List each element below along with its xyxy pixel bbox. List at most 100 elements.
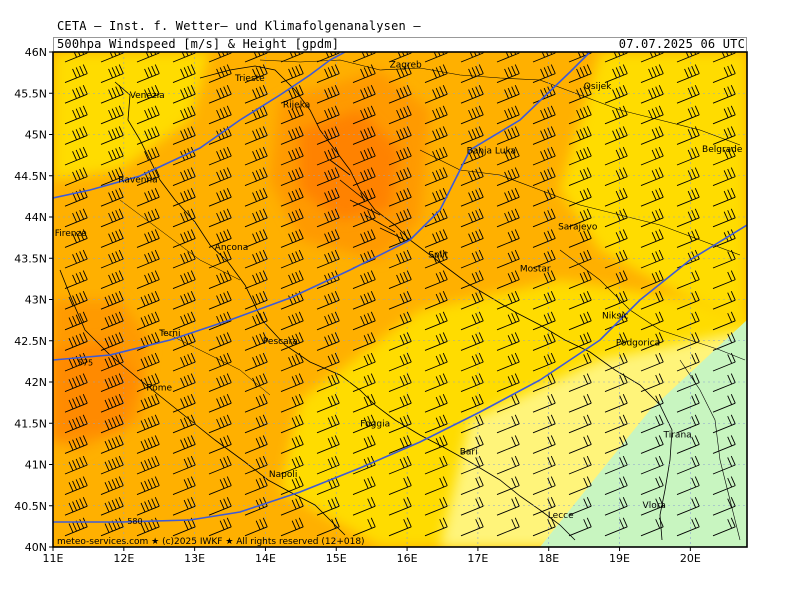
wind-barb (172, 394, 196, 413)
wind-barb (244, 291, 268, 310)
wind-barb (388, 270, 412, 290)
wind-barb (532, 146, 556, 166)
wind-barb (64, 52, 88, 63)
wind-barb (460, 455, 484, 475)
wind-barb (568, 146, 592, 166)
wind-barb (676, 52, 700, 63)
wind-barb (136, 291, 160, 310)
wind-barb (676, 291, 700, 310)
lon-label-8: 19E (609, 552, 630, 565)
wind-barb (352, 394, 376, 413)
wind-barb (244, 208, 268, 228)
wind-barb (172, 52, 196, 63)
wind-barb (568, 497, 592, 516)
wind-barb (424, 373, 448, 393)
wind-barb (388, 208, 412, 228)
wind-barb (244, 146, 268, 166)
wind-barb (568, 229, 592, 248)
wind-barb (352, 85, 376, 104)
wind-barb (208, 105, 232, 125)
wind-barb (100, 352, 124, 372)
wind-barb (172, 126, 196, 145)
wind-barb (208, 208, 232, 228)
wind-barb (316, 291, 340, 310)
city-labels: Trieste Venezia Zagreb Osijek Rijeka Ravenna B… (55, 61, 743, 521)
wind-barb (460, 249, 484, 269)
wind-barb (749, 332, 771, 350)
wind-barb (640, 373, 664, 393)
contour-label-575: 575 (78, 359, 93, 368)
wind-barb (100, 311, 124, 331)
wind-barb (388, 476, 412, 496)
copyright-footer: meteo-services.com ★ (c)2025 IWKF ★ All … (57, 537, 365, 547)
wind-barb (100, 414, 124, 434)
wind-barb (280, 394, 304, 413)
wind-barb (424, 455, 448, 475)
wind-barb (352, 311, 376, 331)
wind-barb (568, 270, 592, 290)
wind-barb (388, 394, 412, 413)
wind-barb (424, 229, 448, 248)
wind-barb (496, 394, 520, 413)
wind-barb (316, 373, 340, 393)
wind-barb (100, 146, 124, 166)
wind-barb (496, 146, 520, 166)
city-label: Ravenna (118, 175, 157, 185)
wind-barb (172, 208, 196, 228)
wind-barb (64, 229, 88, 248)
city-label: Ancona (215, 243, 249, 253)
wind-barb (280, 249, 304, 269)
wind-barb (280, 52, 304, 63)
wind-barb (244, 105, 268, 125)
wind-barb (280, 476, 304, 496)
wind-barb (208, 332, 232, 351)
wind-barb (640, 414, 664, 434)
wind-barb (640, 52, 664, 63)
wind-barb (640, 332, 664, 351)
wind-barb (640, 105, 664, 125)
italy-east-coast (114, 81, 576, 541)
wind-barb (352, 167, 376, 187)
wind-barb (604, 517, 628, 537)
wind-barb (532, 414, 556, 434)
wind-barb (749, 497, 771, 515)
lat-label-6: 43N (25, 294, 47, 307)
wind-barb (568, 208, 592, 228)
wind-barb (208, 497, 232, 516)
shade-w-max (53, 340, 140, 440)
city-label: Vlora (643, 501, 666, 511)
wind-barb (712, 373, 736, 393)
wind-barb (640, 229, 664, 248)
wind-barb (388, 105, 412, 125)
wind-barb (244, 517, 268, 537)
wind-barb (136, 352, 160, 372)
wind-barb (532, 270, 556, 290)
wind-barb (388, 126, 412, 145)
wind-barb (280, 497, 304, 516)
wind-barb (604, 146, 628, 166)
wind-barb (568, 435, 592, 454)
balkan-coast (199, 65, 673, 541)
wind-barb (316, 146, 340, 166)
wind-barb (136, 394, 160, 413)
wind-barb (316, 497, 340, 516)
wind-barb (749, 147, 771, 165)
wind-barb (424, 52, 448, 63)
wind-barb (208, 167, 232, 187)
wind-barb (532, 249, 556, 269)
wind-barb (208, 373, 232, 393)
wind-barb (496, 435, 520, 454)
wind-barbs (64, 52, 771, 537)
city-label: Niksic (602, 311, 629, 321)
wind-barb (460, 64, 484, 84)
wind-barb (532, 167, 556, 187)
lon-label-3: 14E (255, 552, 276, 565)
wind-barb (280, 414, 304, 434)
lat-label-4: 44N (25, 211, 47, 224)
wind-barb (352, 126, 376, 145)
wind-barb (532, 476, 556, 496)
wind-barb (280, 188, 304, 207)
contour-575 (53, 52, 591, 361)
wind-barb (676, 208, 700, 228)
wind-barb (532, 229, 556, 248)
